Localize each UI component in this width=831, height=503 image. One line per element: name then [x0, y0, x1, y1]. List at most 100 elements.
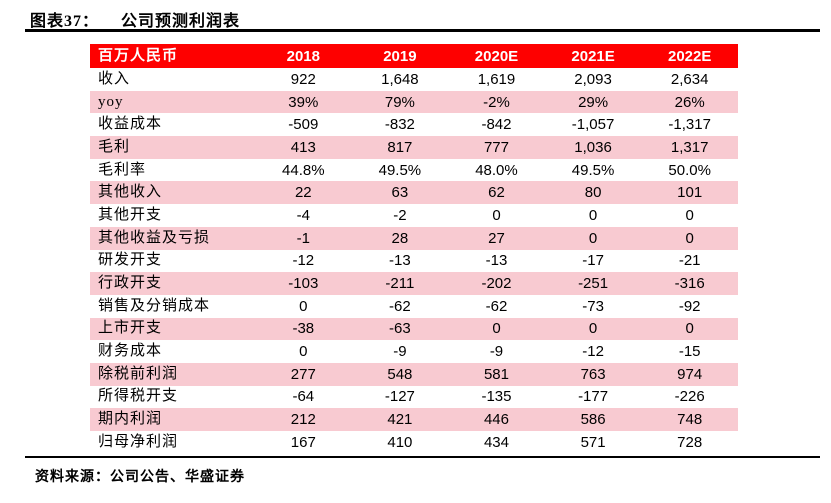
row-label-cell: 毛利	[90, 136, 255, 159]
row-label-cell: 上市开支	[90, 317, 255, 341]
value-cell: -127	[351, 385, 449, 409]
value-cell: -1,057	[544, 113, 642, 137]
value-cell: 1,648	[351, 68, 449, 91]
value-cell: 0	[448, 204, 545, 227]
value-cell: -2	[351, 204, 449, 227]
figure-title: 公司预测利润表	[121, 13, 241, 30]
value-cell: 277	[255, 362, 352, 386]
value-cell: 0	[641, 317, 738, 341]
table-row: 财务成本 0 -9 -9 -12 -15	[90, 340, 738, 363]
value-cell: -12	[255, 249, 352, 273]
value-cell: -64	[255, 385, 352, 409]
value-cell: 421	[351, 408, 449, 431]
year-header-cell: 2021E	[544, 44, 642, 68]
row-label-cell: 其他收入	[90, 181, 255, 205]
table-row: 所得税开支 -64 -127 -135 -177 -226	[90, 385, 738, 409]
row-label-cell: 研发开支	[90, 249, 255, 273]
table-row: 其他开支 -4 -2 0 0 0	[90, 204, 738, 227]
row-label-cell: 所得税开支	[90, 385, 255, 409]
row-label-cell: 收益成本	[90, 113, 255, 137]
value-cell: 49.5%	[351, 158, 449, 182]
table-row: 研发开支 -12 -13 -13 -17 -21	[90, 249, 738, 273]
value-cell: 410	[351, 431, 449, 454]
value-cell: -62	[448, 294, 545, 318]
value-cell: -62	[351, 294, 449, 318]
profit-forecast-table: 百万人民币 2018 2019 2020E 2021E 2022E 收入 922 1,648 1…	[90, 44, 738, 454]
year-header-cell: 2018	[255, 44, 352, 68]
value-cell: 101	[641, 181, 738, 205]
value-cell: 581	[448, 362, 545, 386]
row-label-cell: 期内利润	[90, 408, 255, 431]
table-row: 销售及分销成本 0 -62 -62 -73 -92	[90, 294, 738, 318]
value-cell: -12	[544, 340, 642, 363]
value-cell: -316	[641, 272, 738, 295]
table-row: 行政开支 -103 -211 -202 -251 -316	[90, 272, 738, 295]
value-cell: -251	[544, 272, 642, 295]
table-row: 期内利润 212 421 446 586 748	[90, 408, 738, 431]
value-cell: 0	[255, 340, 352, 363]
value-cell: 1,619	[448, 68, 545, 91]
value-cell: 62	[448, 181, 545, 205]
value-cell: 79%	[351, 90, 449, 114]
value-cell: 728	[641, 431, 738, 454]
value-cell: -73	[544, 294, 642, 318]
year-header-cell: 2019	[351, 44, 449, 68]
value-cell: -226	[641, 385, 738, 409]
value-cell: 0	[544, 204, 642, 227]
table-row: 归母净利润 167 410 434 571 728	[90, 431, 738, 454]
value-cell: 548	[351, 362, 449, 386]
value-cell: 434	[448, 431, 545, 454]
value-cell: -38	[255, 317, 352, 341]
value-cell: 80	[544, 181, 642, 205]
value-cell: 29%	[544, 90, 642, 114]
value-cell: 50.0%	[641, 158, 738, 182]
value-cell: 0	[544, 317, 642, 341]
source-note: 资料来源：公司公告、华盛证券	[35, 470, 245, 485]
table-row: yoy 39% 79% -2% 29% 26%	[90, 90, 738, 114]
value-cell: 27	[448, 226, 545, 250]
value-cell: 44.8%	[255, 158, 352, 182]
value-cell: -21	[641, 249, 738, 273]
value-cell: 413	[255, 136, 352, 159]
value-cell: 26%	[641, 90, 738, 114]
year-header-cell: 2022E	[641, 44, 738, 68]
table-row: 除税前利润 277 548 581 763 974	[90, 362, 738, 386]
row-label-cell: 财务成本	[90, 340, 255, 363]
value-cell: -842	[448, 113, 545, 137]
value-cell: 49.5%	[544, 158, 642, 182]
value-cell: 777	[448, 136, 545, 159]
value-cell: 2,634	[641, 68, 738, 91]
table-row: 收益成本 -509 -832 -842 -1,057 -1,317	[90, 113, 738, 137]
value-cell: -177	[544, 385, 642, 409]
value-cell: -15	[641, 340, 738, 363]
value-cell: 974	[641, 362, 738, 386]
value-cell: 22	[255, 181, 352, 205]
value-cell: -509	[255, 113, 352, 137]
value-cell: 446	[448, 408, 545, 431]
value-cell: 212	[255, 408, 352, 431]
row-label-cell: yoy	[90, 90, 255, 114]
row-label-cell: 收入	[90, 68, 255, 91]
value-cell: -1,317	[641, 113, 738, 137]
value-cell: 571	[544, 431, 642, 454]
value-cell: -103	[255, 272, 352, 295]
value-cell: 63	[351, 181, 449, 205]
table-header-row: 百万人民币 2018 2019 2020E 2021E 2022E	[90, 44, 738, 68]
value-cell: 1,317	[641, 136, 738, 159]
value-cell: -9	[351, 340, 449, 363]
value-cell: 763	[544, 362, 642, 386]
row-label-cell: 除税前利润	[90, 362, 255, 386]
value-cell: -2%	[448, 90, 545, 114]
row-label-cell: 毛利率	[90, 158, 255, 182]
value-cell: 922	[255, 68, 352, 91]
row-label-cell: 销售及分销成本	[90, 294, 255, 318]
value-cell: -202	[448, 272, 545, 295]
table-row: 毛利率 44.8% 49.5% 48.0% 49.5% 50.0%	[90, 158, 738, 182]
value-cell: -13	[351, 249, 449, 273]
row-label-cell: 归母净利润	[90, 431, 255, 454]
row-label-cell: 其他收益及亏损	[90, 226, 255, 250]
unit-header-cell: 百万人民币	[90, 44, 255, 68]
value-cell: -1	[255, 226, 352, 250]
table-row: 其他收入 22 63 62 80 101	[90, 181, 738, 205]
value-cell: -832	[351, 113, 449, 137]
